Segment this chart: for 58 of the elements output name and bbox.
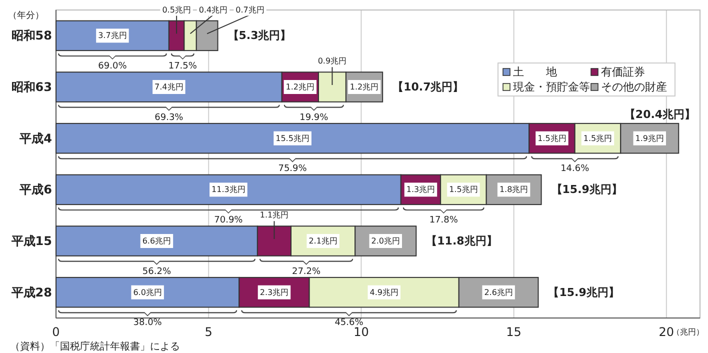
data-label: 1.5兆円	[583, 134, 612, 143]
annotation: 27.2%	[292, 266, 322, 277]
total-label: 【5.3兆円】	[228, 29, 292, 42]
x-tick-label: 0	[52, 325, 60, 339]
annotation: 69.0%	[98, 62, 128, 72]
data-label: 1.9兆円	[635, 134, 664, 143]
total-label: 【15.9兆円】	[551, 183, 622, 196]
annotation: 38.0%	[133, 318, 162, 328]
data-label: 2.0兆円	[371, 236, 400, 246]
data-label: 1.8兆円	[499, 185, 528, 194]
x-tick-label: 5	[204, 325, 212, 339]
annotation: 70.9%	[214, 216, 244, 226]
data-label: 0.9兆円	[318, 56, 347, 66]
data-label: 0.7兆円	[236, 5, 264, 14]
data-label: 1.5兆円	[449, 185, 478, 194]
data-label: 1.3兆円	[406, 185, 436, 194]
legend-label: 土 地	[513, 66, 557, 78]
total-label: 【15.9兆円】	[548, 286, 620, 299]
total-label: 【11.8兆円】	[426, 234, 498, 248]
data-label: 1.5兆円	[538, 134, 566, 143]
data-label: 0.5兆円	[162, 5, 191, 14]
data-label: 7.4兆円	[154, 82, 184, 92]
x-tick-label: 20	[658, 325, 674, 339]
data-label: 2.1兆円	[308, 236, 338, 246]
data-label: 15.5兆円	[276, 134, 310, 143]
data-label: 11.3兆円	[212, 185, 246, 194]
data-label: 3.7兆円	[98, 31, 127, 40]
x-axis-title: （兆円）	[672, 328, 704, 336]
x-tick-label: 15	[506, 325, 522, 339]
y-tick-label: 平成6	[18, 182, 52, 197]
annotation: 56.2%	[142, 266, 172, 277]
total-label: 【10.7兆円】	[392, 80, 464, 94]
data-label: 2.3兆円	[260, 288, 289, 297]
data-label: 1.1兆円	[260, 210, 289, 220]
annotation: 69.3%	[154, 112, 184, 123]
legend-label: 有価証券	[601, 66, 645, 78]
total-label: 【20.4兆円】	[624, 108, 696, 121]
data-label: 6.6兆円	[142, 236, 172, 246]
y-tick-label: 平成4	[18, 131, 52, 146]
data-label: 1.2兆円	[286, 82, 315, 92]
y-axis-title: （年分）	[8, 10, 44, 21]
annotation: 75.9%	[278, 164, 308, 174]
legend-label: 現金・預貯金等	[513, 80, 590, 94]
y-tick-label: 昭和58	[11, 28, 52, 43]
y-tick-label: 平成28	[10, 285, 52, 300]
annotation: 19.9%	[300, 112, 329, 123]
data-label: 2.6兆円	[484, 288, 513, 297]
legend-label: その他の財産	[601, 80, 667, 94]
text: （資料）「国税庁統計年報書」による	[10, 340, 180, 352]
annotation: 14.6%	[560, 164, 590, 174]
y-tick-label: 平成15	[10, 234, 52, 248]
data-label: 4.9兆円	[370, 288, 398, 297]
data-label: 6.0兆円	[133, 288, 162, 297]
annotation: 17.5%	[168, 62, 198, 72]
y-tick-label: 昭和63	[11, 80, 52, 94]
annotation: 17.8%	[429, 216, 458, 226]
data-label: 1.2兆円	[350, 82, 379, 92]
data-label: 0.4兆円	[198, 5, 228, 14]
